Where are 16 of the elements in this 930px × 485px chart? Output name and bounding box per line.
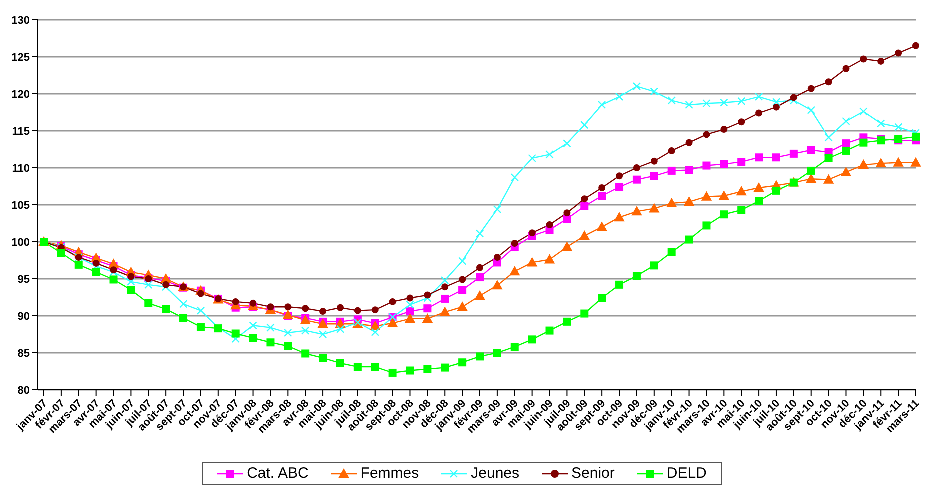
y-tick-label: 120 <box>12 88 30 101</box>
legend-label: DELD <box>666 465 707 482</box>
y-tick-label: 125 <box>12 52 30 64</box>
y-tick-label: 90 <box>18 310 30 323</box>
legend-label: Jeunes <box>470 465 520 482</box>
legend-label: Femmes <box>360 465 420 482</box>
y-tick-label: 80 <box>18 384 30 397</box>
y-tick-label: 105 <box>12 200 30 212</box>
y-tick-label: 130 <box>12 14 30 27</box>
y-tick-label: 115 <box>12 126 30 138</box>
y-tick-label: 100 <box>12 236 30 249</box>
y-tick-label: 85 <box>18 348 30 360</box>
y-tick-label: 95 <box>18 274 30 286</box>
legend-label: Cat. ABC <box>246 465 309 482</box>
legend-label: Senior <box>570 465 615 482</box>
y-tick-label: 110 <box>12 162 30 175</box>
